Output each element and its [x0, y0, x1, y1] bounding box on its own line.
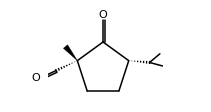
Polygon shape — [64, 45, 77, 61]
Text: O: O — [32, 72, 40, 82]
Text: O: O — [99, 10, 107, 20]
